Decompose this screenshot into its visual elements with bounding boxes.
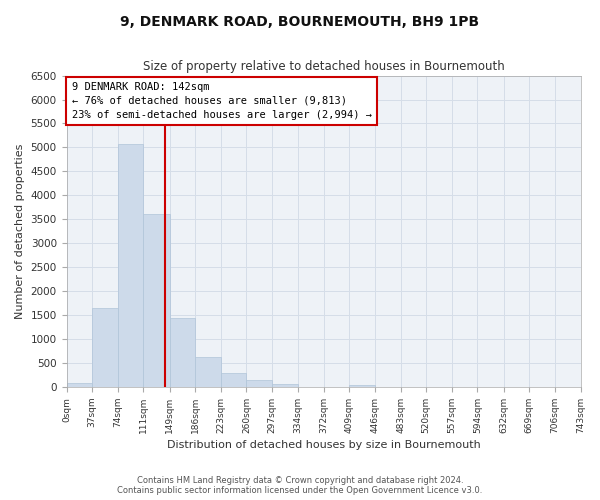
Bar: [195, 358, 221, 387]
Bar: [143, 214, 170, 387]
Y-axis label: Number of detached properties: Number of detached properties: [15, 144, 25, 319]
Bar: [170, 318, 195, 387]
Bar: [272, 384, 298, 387]
Bar: [67, 384, 92, 387]
Text: 9 DENMARK ROAD: 142sqm
← 76% of detached houses are smaller (9,813)
23% of semi-: 9 DENMARK ROAD: 142sqm ← 76% of detached…: [71, 82, 371, 120]
Bar: [118, 144, 143, 387]
Title: Size of property relative to detached houses in Bournemouth: Size of property relative to detached ho…: [143, 60, 505, 73]
Bar: [247, 380, 272, 387]
Text: Contains HM Land Registry data © Crown copyright and database right 2024.
Contai: Contains HM Land Registry data © Crown c…: [118, 476, 482, 495]
Text: 9, DENMARK ROAD, BOURNEMOUTH, BH9 1PB: 9, DENMARK ROAD, BOURNEMOUTH, BH9 1PB: [121, 15, 479, 29]
Bar: [92, 308, 118, 387]
X-axis label: Distribution of detached houses by size in Bournemouth: Distribution of detached houses by size …: [167, 440, 481, 450]
Bar: [349, 384, 375, 387]
Bar: [221, 372, 247, 387]
